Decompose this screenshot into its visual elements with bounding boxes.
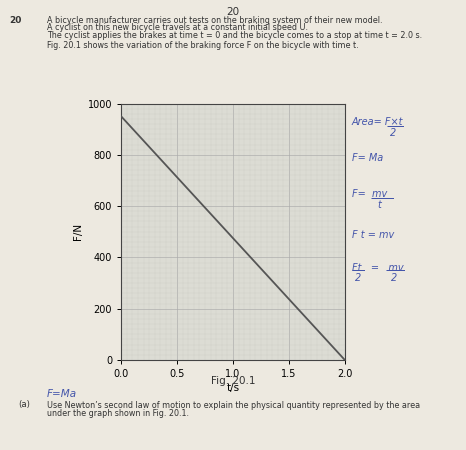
Text: 20: 20 bbox=[9, 16, 22, 25]
Text: Ft   =   mv: Ft = mv bbox=[352, 263, 404, 273]
Text: Fig. 20.1 shows the variation of the braking force F on the bicycle with time t.: Fig. 20.1 shows the variation of the bra… bbox=[47, 41, 358, 50]
Y-axis label: F/N: F/N bbox=[74, 223, 83, 240]
Text: t: t bbox=[377, 200, 381, 210]
Text: under the graph shown in Fig. 20.1.: under the graph shown in Fig. 20.1. bbox=[47, 409, 189, 418]
Text: 2: 2 bbox=[355, 273, 361, 283]
Text: Area= F×t: Area= F×t bbox=[352, 117, 404, 127]
X-axis label: t/s: t/s bbox=[226, 383, 240, 393]
Text: F=  mv: F= mv bbox=[352, 189, 387, 199]
Text: F= Ma: F= Ma bbox=[352, 153, 383, 163]
Text: 20: 20 bbox=[226, 7, 240, 17]
Text: A cyclist on this new bicycle travels at a constant initial speed U.: A cyclist on this new bicycle travels at… bbox=[47, 23, 308, 32]
Text: (a): (a) bbox=[19, 400, 30, 410]
Text: F=Ma: F=Ma bbox=[47, 389, 77, 399]
Text: F t = mv: F t = mv bbox=[352, 230, 394, 239]
Text: Fig. 20.1: Fig. 20.1 bbox=[211, 376, 255, 386]
Text: A bicycle manufacturer carries out tests on the braking system of their new mode: A bicycle manufacturer carries out tests… bbox=[47, 16, 382, 25]
Text: 2: 2 bbox=[390, 128, 396, 138]
Text: 2: 2 bbox=[391, 273, 397, 283]
Text: Use Newton’s second law of motion to explain the physical quantity represented b: Use Newton’s second law of motion to exp… bbox=[47, 400, 420, 410]
Text: The cyclist applies the brakes at time t = 0 and the bicycle comes to a stop at : The cyclist applies the brakes at time t… bbox=[47, 31, 422, 40]
